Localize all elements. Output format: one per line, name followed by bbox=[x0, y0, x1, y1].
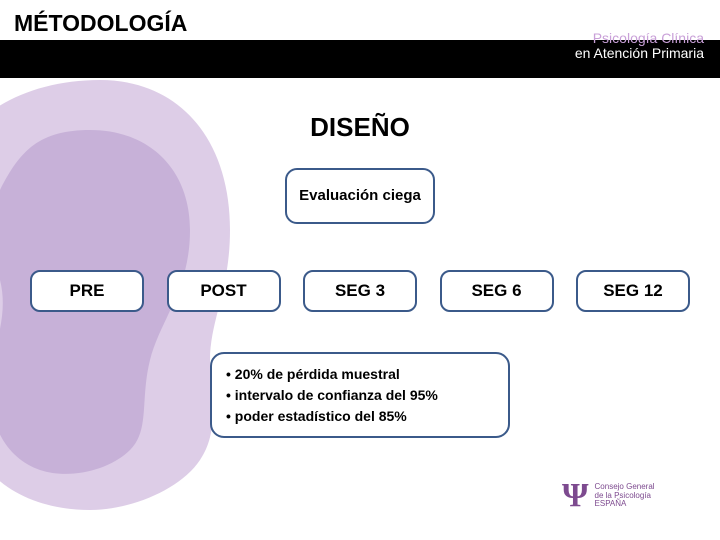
footer-logo-line3: ESPAÑA bbox=[595, 500, 655, 509]
section-heading: DISEÑO bbox=[0, 112, 720, 143]
stats-item: poder estadístico del 85% bbox=[226, 406, 494, 427]
event-brand: IVJornadade Psicología Clínica en Atenci… bbox=[575, 6, 704, 60]
brand-jornada: Jornada bbox=[619, 5, 692, 30]
stats-box: 20% de pérdida muestral intervalo de con… bbox=[210, 352, 510, 438]
psi-icon: Ψ bbox=[562, 477, 589, 515]
evaluation-box: Evaluación ciega bbox=[285, 168, 435, 224]
stage-box-pre: PRE bbox=[30, 270, 144, 312]
brand-subtitle-1: Psicología Clínica bbox=[575, 31, 704, 46]
stage-box-seg6: SEG 6 bbox=[440, 270, 554, 312]
stage-box-post: POST bbox=[167, 270, 281, 312]
footer-logo: Ψ Consejo General de la Psicología ESPAÑ… bbox=[562, 466, 702, 526]
stage-box-seg12: SEG 12 bbox=[576, 270, 690, 312]
brand-de: de bbox=[693, 14, 704, 28]
slide-title: MÉTODOLOGÍA bbox=[14, 10, 187, 37]
stats-item: 20% de pérdida muestral bbox=[226, 364, 494, 385]
stage-row: PRE POST SEG 3 SEG 6 SEG 12 bbox=[0, 270, 720, 312]
stage-box-seg3: SEG 3 bbox=[303, 270, 417, 312]
brand-iv: IV bbox=[594, 5, 619, 30]
stats-item: intervalo de confianza del 95% bbox=[226, 385, 494, 406]
brand-subtitle-2: en Atención Primaria bbox=[575, 46, 704, 61]
